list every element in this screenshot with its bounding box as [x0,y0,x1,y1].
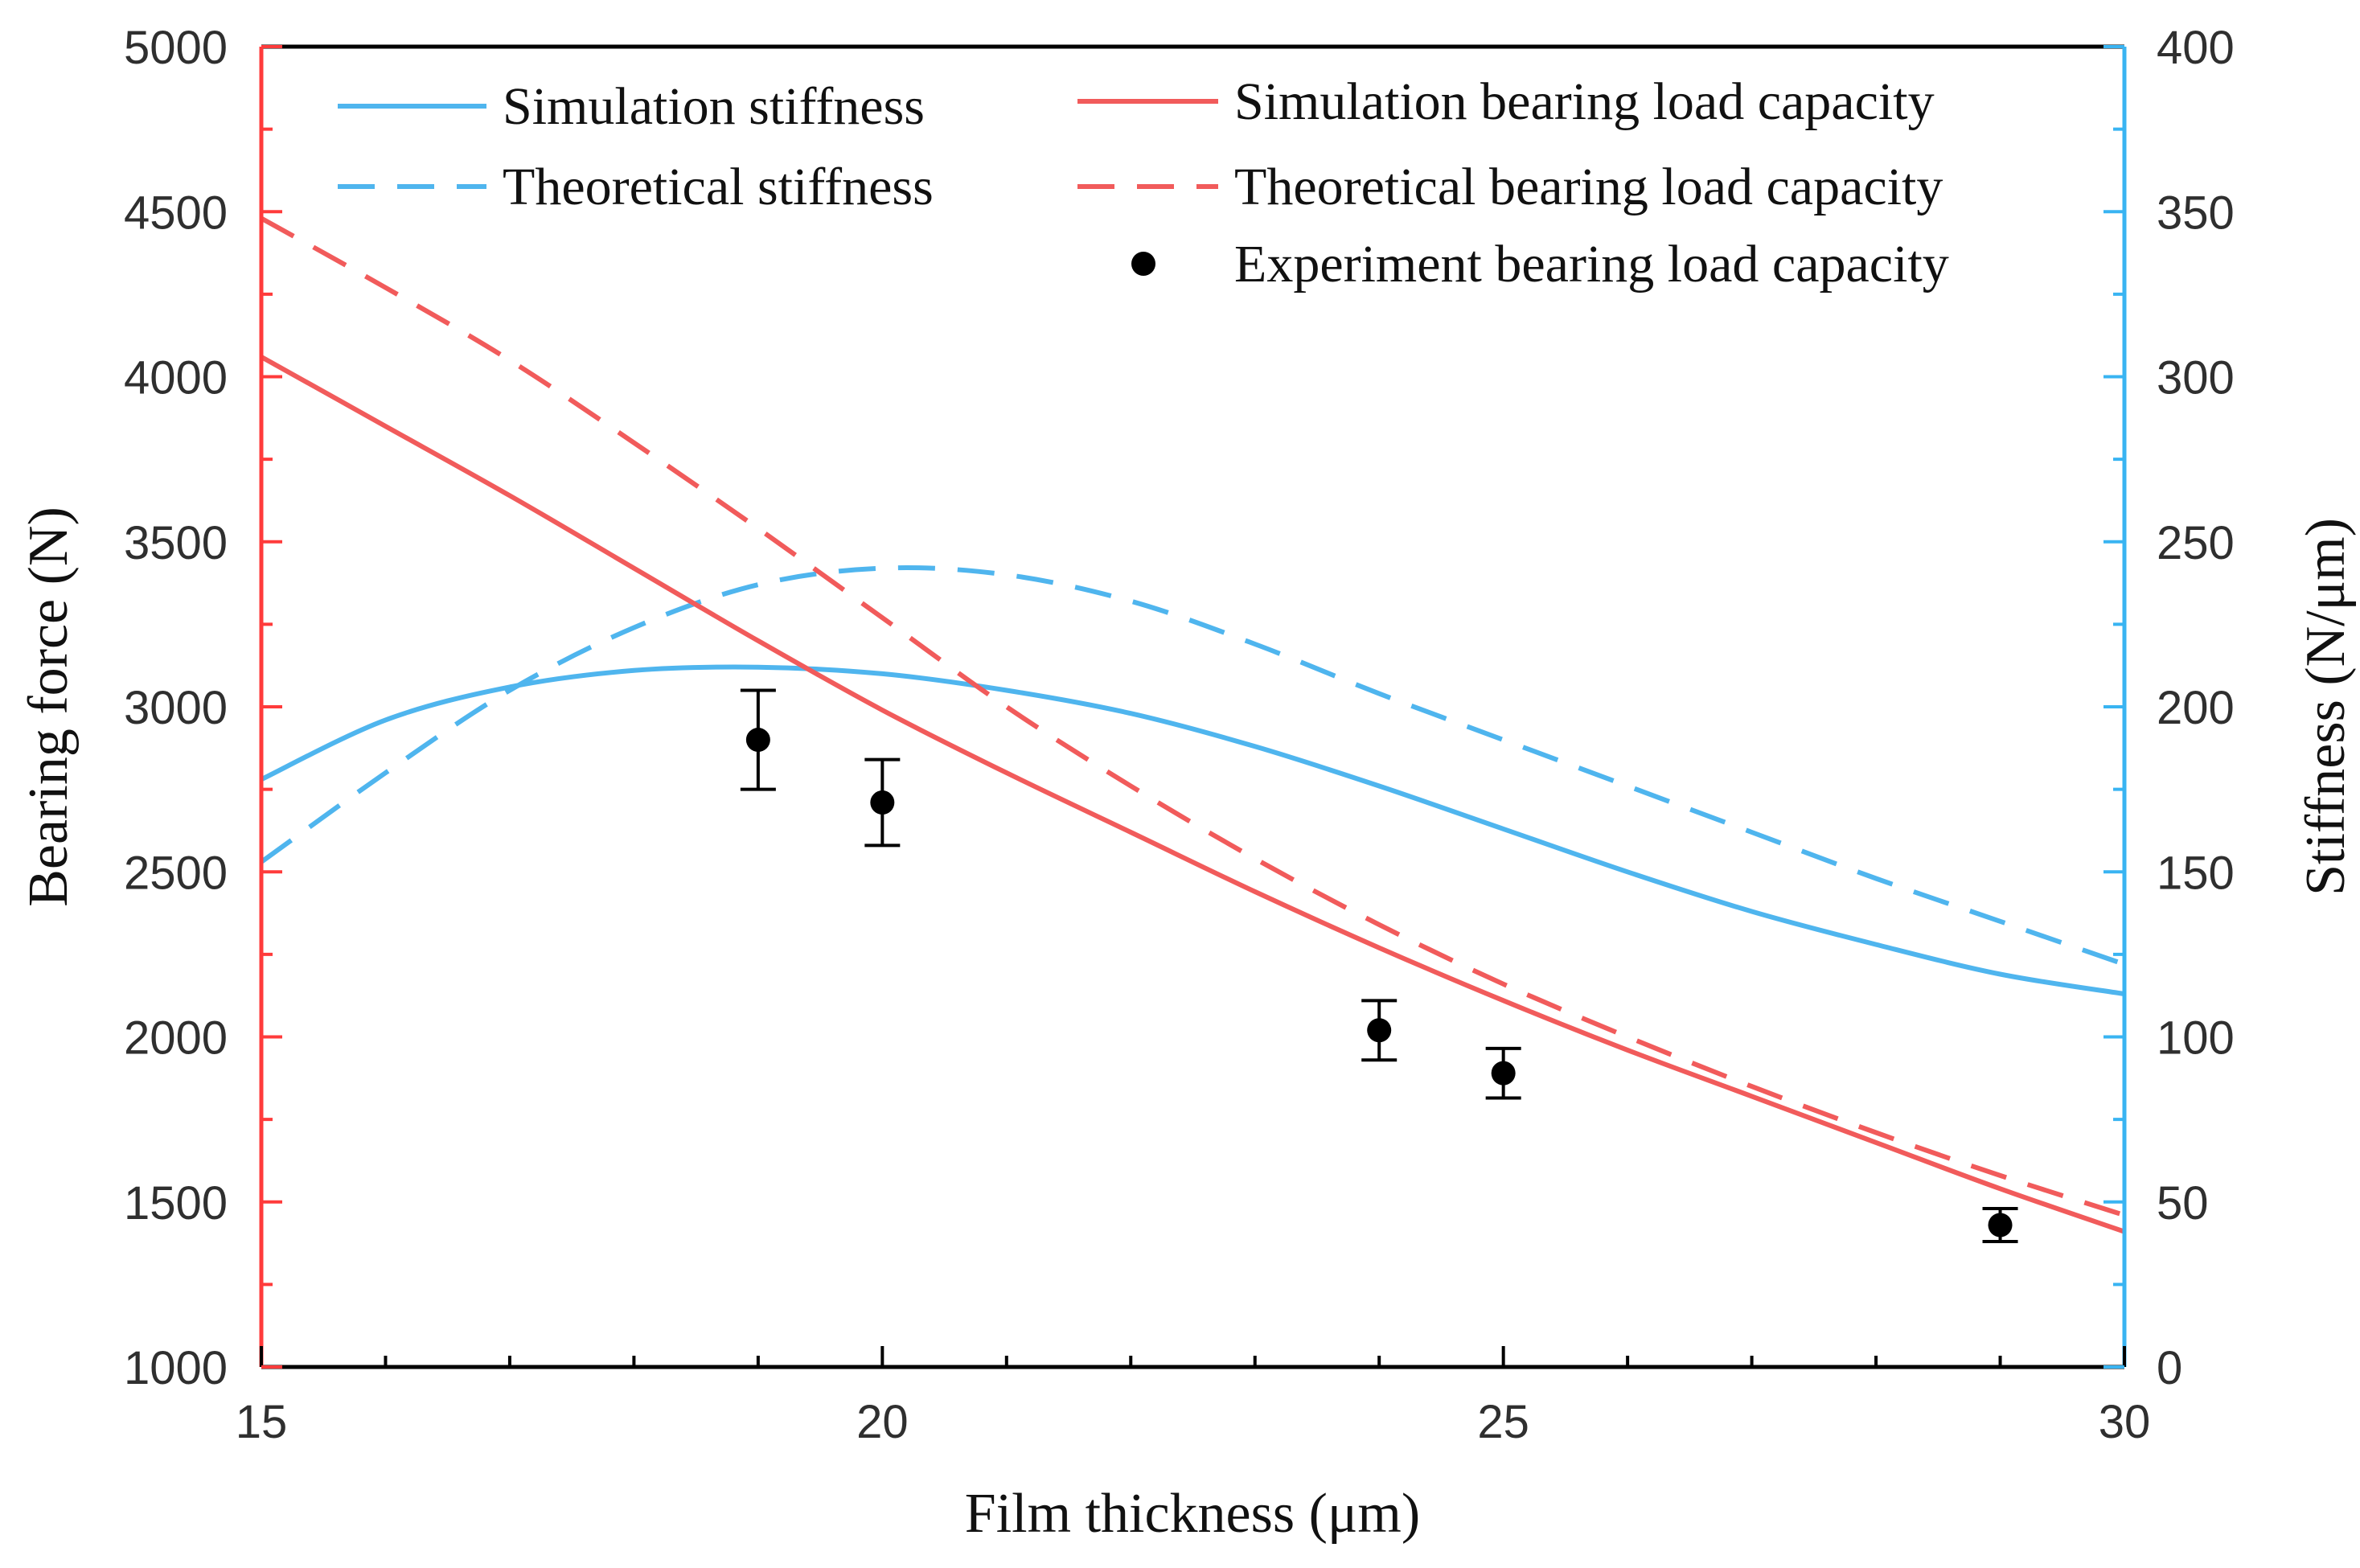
series-line-theoretical-bearing-load-capacity [260,215,2125,1218]
experiment-marker [745,728,770,753]
y-left-tick-label: 2000 [124,1012,228,1065]
y-left-tick-label: 4500 [124,187,228,239]
experiment-point [1485,1046,1521,1100]
y-right-tick-label: 300 [2157,352,2235,404]
y-right-tick-label: 0 [2157,1342,2182,1394]
y-right-tick-label: 150 [2157,847,2235,899]
experiment-point [740,688,776,791]
y-left-tick-label: 1000 [124,1342,228,1394]
axis-ticks [260,45,2126,1369]
x-tick-label: 15 [236,1396,288,1448]
plot-points [740,688,2018,1244]
legend-item-theoretical-stiffness: Theoretical stiffness [338,158,934,216]
plot-series [260,215,2125,1234]
y-left-tick-label: 3000 [124,682,228,734]
legend-item-simulation-bearing-load-capacity: Simulation bearing load capacity [1077,72,1935,131]
y-right-tick-label: 250 [2157,517,2235,569]
legend-label-simulation-stiffness: Simulation stiffness [503,77,925,136]
experiment-marker [1491,1061,1516,1086]
x-tick-label: 20 [856,1396,909,1448]
x-tick-label: 25 [1477,1396,1529,1448]
y-right-tick-label: 200 [2157,682,2235,734]
legend-item-simulation-stiffness: Simulation stiffness [338,77,925,136]
y-right-tick-label: 400 [2157,22,2235,74]
legend-label-experiment-bearing-load-capacity: Experiment bearing load capacity [1234,235,1949,293]
experiment-marker [1367,1018,1392,1043]
experiment-marker [870,790,895,815]
y-axis-right-title: Stiffness (N/μm) [2295,518,2357,896]
x-axis-title: Film thickness (μm) [965,1483,1420,1545]
series-line-simulation-stiffness [260,664,2125,997]
legend-item-experiment-bearing-load-capacity: Experiment bearing load capacity [1131,235,1949,293]
experiment-point [864,757,901,848]
series-line-simulation-bearing-load-capacity [260,355,2125,1234]
y-right-tick-label: 50 [2157,1177,2209,1229]
experiment-marker [1988,1213,2013,1238]
experiment-point [1361,999,1398,1062]
x-tick-label: 30 [2099,1396,2151,1448]
y-left-tick-label: 1500 [124,1177,228,1229]
y-right-tick-label: 100 [2157,1012,2235,1065]
y-left-tick-label: 5000 [124,22,228,74]
experiment-point [1982,1206,2018,1244]
legend-item-theoretical-bearing-load-capacity: Theoretical bearing load capacity [1077,158,1943,216]
legend-marker-experiment [1131,252,1155,276]
y-right-tick-label: 350 [2157,187,2235,239]
legend-label-theoretical-bearing-load-capacity: Theoretical bearing load capacity [1234,158,1943,216]
y-axis-left-title: Bearing force (N) [18,507,80,907]
legend: Simulation stiffness Theoretical stiffne… [338,72,1949,293]
axis-tick-labels: 15 20 25 3010001500200025003000350040004500… [124,22,2235,1448]
legend-label-simulation-bearing-load-capacity: Simulation bearing load capacity [1234,72,1935,131]
y-left-tick-label: 2500 [124,847,228,899]
y-left-tick-label: 3500 [124,517,228,569]
legend-label-theoretical-stiffness: Theoretical stiffness [503,158,934,216]
y-left-tick-label: 4000 [124,352,228,404]
series-line-theoretical-stiffness [260,565,2125,967]
